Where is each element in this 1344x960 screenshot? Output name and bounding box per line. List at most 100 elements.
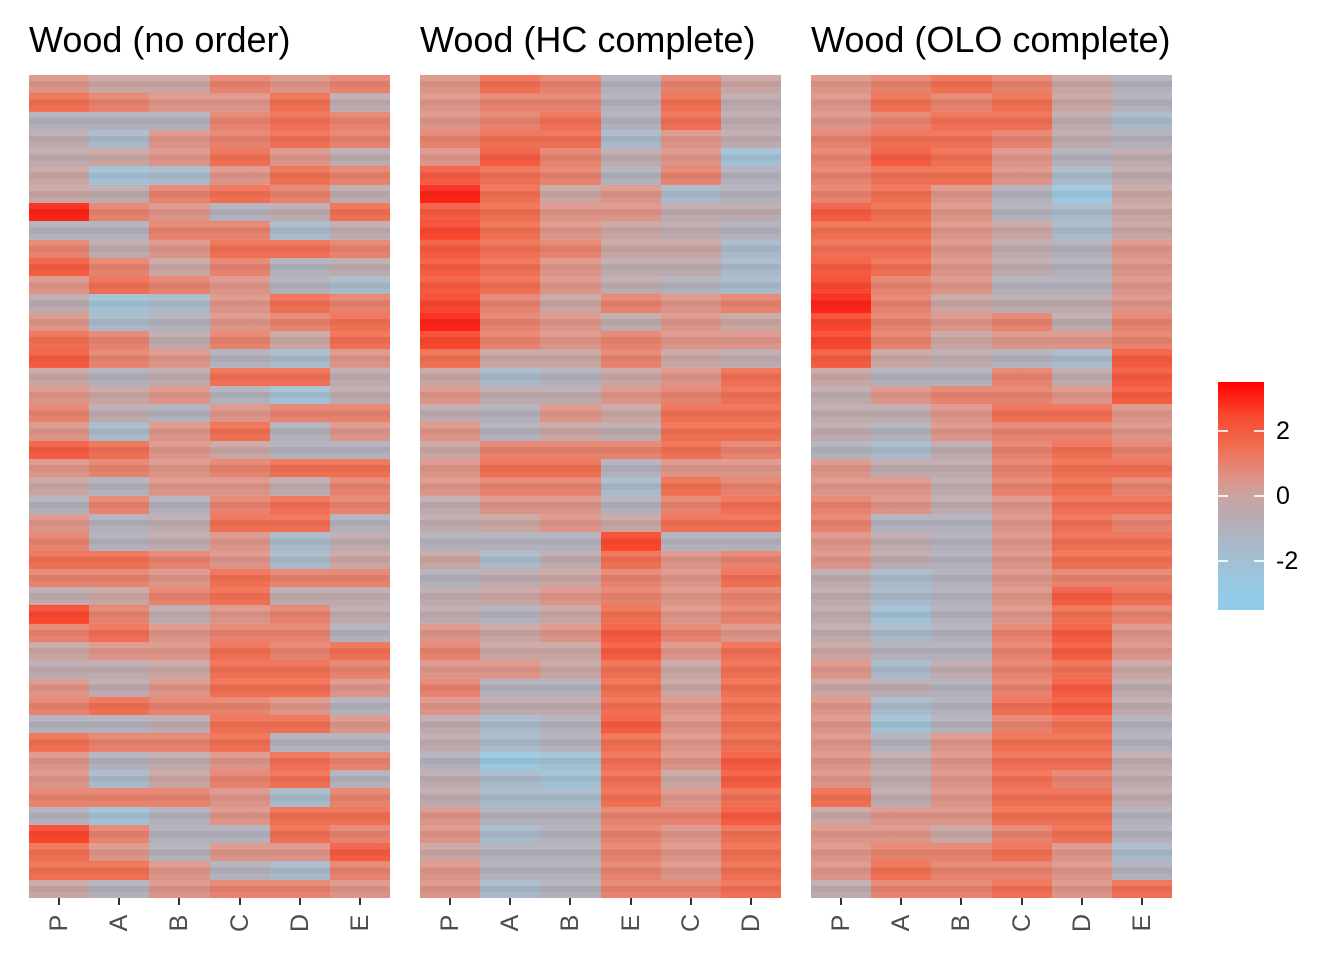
heatmap-cell (420, 422, 481, 441)
heatmap-cell (660, 769, 721, 789)
x-axis-label-A: A (887, 914, 916, 932)
heatmap-cell (149, 349, 210, 368)
heatmap-cell (991, 111, 1052, 130)
heatmap-cell (480, 294, 541, 313)
heatmap-cell (209, 294, 270, 313)
heatmap-cell (1051, 367, 1112, 386)
heatmap-cell (871, 129, 932, 149)
heatmap-cell (149, 93, 210, 112)
heatmap-cell (871, 550, 932, 569)
heatmap-cell (540, 166, 601, 185)
heatmap-cell (660, 879, 721, 898)
x-axis-label-C: C (1007, 913, 1036, 933)
heatmap-cell (269, 587, 330, 606)
heatmap-cell (89, 276, 150, 295)
heatmap-cell (660, 129, 721, 149)
heatmap-cell (209, 312, 270, 332)
heatmap-cell (149, 843, 210, 862)
heatmap-cell (720, 148, 781, 167)
heatmap-cell (540, 532, 601, 551)
heatmap-cell (420, 459, 481, 478)
heatmap-cell (1111, 221, 1172, 240)
heatmap-cell (1051, 678, 1112, 697)
heatmap-cell (991, 861, 1052, 880)
heatmap-cell (480, 495, 541, 514)
heatmap-cell (29, 587, 90, 606)
heatmap-cell (811, 184, 872, 204)
heatmap-cell (991, 404, 1052, 423)
heatmap-cell (420, 550, 481, 569)
heatmap-cell (811, 879, 872, 898)
heatmap-cell (420, 367, 481, 386)
heatmap-cell (209, 385, 270, 405)
heatmap-cell (1051, 824, 1112, 844)
heatmap-cell (1111, 459, 1172, 478)
heatmap-cell (269, 440, 330, 460)
colorbar-tick-mark (1254, 495, 1264, 497)
heatmap-cell (720, 349, 781, 368)
heatmap-cell (660, 239, 721, 258)
heatmap-cell (480, 75, 541, 94)
heatmap-cell (871, 495, 932, 514)
heatmap-cell (660, 513, 721, 533)
heatmap-cell (931, 129, 992, 149)
heatmap-cell (871, 715, 932, 734)
heatmap-cell (29, 715, 90, 734)
heatmap-cell (480, 367, 541, 386)
heatmap-cell (420, 861, 481, 880)
heatmap-cell (329, 696, 390, 716)
heatmap-cell (811, 733, 872, 752)
heatmap-cell (1051, 641, 1112, 661)
heatmap-cell (29, 495, 90, 514)
heatmap-cell (720, 843, 781, 862)
heatmap-cell (209, 239, 270, 258)
heatmap-cell (149, 495, 210, 514)
heatmap-cell (931, 587, 992, 606)
x-axis-tick (1080, 898, 1083, 905)
heatmap-cell (420, 203, 481, 222)
heatmap-cell (89, 678, 150, 697)
heatmap-cell (1111, 257, 1172, 277)
heatmap-cell (1051, 733, 1112, 752)
heatmap-cell (931, 824, 992, 844)
heatmap-cell (480, 568, 541, 588)
heatmap-cell (1111, 404, 1172, 423)
heatmap-cell (931, 148, 992, 167)
heatmap-cell (991, 532, 1052, 551)
heatmap-cell (209, 788, 270, 807)
heatmap-cell (420, 166, 481, 185)
heatmap-cell (931, 568, 992, 588)
heatmap-cell (89, 404, 150, 423)
heatmap-cell (931, 660, 992, 679)
heatmap-cell (871, 861, 932, 880)
heatmap-cell (540, 440, 601, 460)
heatmap-cell (931, 166, 992, 185)
heatmap-cell (1111, 879, 1172, 898)
heatmap-cell (149, 129, 210, 149)
heatmap-cell (871, 459, 932, 478)
colorbar-tick-mark (1254, 560, 1264, 563)
heatmap-cell (600, 93, 661, 112)
heatmap-cell (329, 422, 390, 441)
panel-title-hc-complete: Wood (HC complete) (420, 19, 756, 60)
heatmap-cell (29, 879, 90, 898)
heatmap-cell (480, 166, 541, 185)
heatmap-cell (931, 769, 992, 789)
heatmap-cell (329, 495, 390, 514)
heatmap-cell (329, 93, 390, 112)
heatmap-cell (269, 678, 330, 697)
heatmap-cell (269, 733, 330, 752)
heatmap-cell (480, 129, 541, 149)
heatmap-cell (209, 550, 270, 569)
heatmap-cell (600, 129, 661, 149)
heatmap-cell (720, 422, 781, 441)
heatmap-cell (720, 824, 781, 844)
heatmap-cell (811, 111, 872, 130)
heatmap-cell (540, 715, 601, 734)
heatmap-cell (209, 861, 270, 880)
heatmap-cell (1111, 312, 1172, 332)
heatmap-cell (540, 184, 601, 204)
heatmap-cell (660, 477, 721, 496)
heatmap-cell (871, 843, 932, 862)
x-axis-label-D: D (285, 913, 314, 933)
